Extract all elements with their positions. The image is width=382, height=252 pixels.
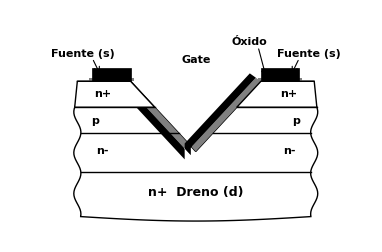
Text: n+: n+ [94, 89, 111, 99]
Polygon shape [237, 82, 317, 108]
Text: p: p [293, 116, 300, 126]
Bar [261, 69, 299, 82]
Polygon shape [126, 78, 261, 155]
Text: n-: n- [96, 146, 108, 155]
Text: n+: n+ [280, 89, 298, 99]
Text: n+  Dreno (d): n+ Dreno (d) [148, 185, 244, 198]
Text: Óxido: Óxido [231, 37, 267, 47]
Polygon shape [74, 82, 318, 221]
Text: p: p [91, 116, 99, 126]
Bar [258, 79, 303, 82]
Text: n-: n- [283, 146, 296, 155]
Text: Fuente (s): Fuente (s) [277, 49, 341, 58]
Text: Fuente (s): Fuente (s) [51, 49, 115, 58]
Polygon shape [120, 74, 256, 160]
Bar [89, 79, 134, 82]
Text: Gate: Gate [181, 55, 210, 65]
Bar [92, 69, 131, 82]
Polygon shape [75, 82, 155, 108]
